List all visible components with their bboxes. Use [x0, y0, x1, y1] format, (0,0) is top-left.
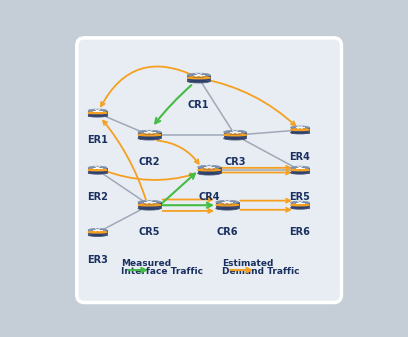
Text: CR2: CR2	[139, 157, 160, 167]
Ellipse shape	[299, 167, 301, 168]
Ellipse shape	[208, 166, 211, 167]
Ellipse shape	[224, 136, 246, 140]
Ellipse shape	[88, 228, 107, 231]
Text: CR3: CR3	[224, 157, 246, 167]
FancyArrowPatch shape	[101, 66, 196, 106]
Text: ER3: ER3	[87, 254, 108, 265]
Text: ER4: ER4	[290, 152, 310, 162]
Bar	[198, 167, 220, 173]
Bar	[138, 132, 161, 138]
Ellipse shape	[138, 136, 161, 140]
Ellipse shape	[290, 201, 309, 204]
FancyArrowPatch shape	[103, 170, 194, 180]
Ellipse shape	[290, 206, 309, 209]
Ellipse shape	[198, 172, 220, 175]
Text: ER1: ER1	[87, 135, 108, 145]
Ellipse shape	[224, 130, 246, 134]
Ellipse shape	[88, 109, 107, 112]
Ellipse shape	[234, 131, 237, 132]
Ellipse shape	[148, 202, 151, 203]
Ellipse shape	[88, 171, 107, 174]
Text: CR5: CR5	[139, 227, 160, 237]
FancyArrowPatch shape	[157, 141, 199, 164]
Text: CR6: CR6	[217, 227, 238, 237]
Ellipse shape	[148, 131, 151, 132]
Ellipse shape	[96, 167, 99, 168]
Text: CR1: CR1	[188, 100, 209, 110]
Ellipse shape	[138, 201, 161, 204]
Text: Estimated: Estimated	[222, 259, 273, 268]
Text: ER2: ER2	[87, 192, 108, 202]
Bar	[290, 167, 309, 173]
Ellipse shape	[290, 131, 309, 134]
Ellipse shape	[299, 202, 301, 203]
Bar	[187, 75, 210, 81]
Ellipse shape	[96, 229, 99, 230]
Ellipse shape	[290, 126, 309, 129]
Bar	[88, 111, 107, 116]
Bar	[138, 202, 161, 208]
Bar	[88, 230, 107, 235]
Text: Demand Traffic: Demand Traffic	[222, 267, 299, 276]
Text: Measured: Measured	[121, 259, 171, 268]
Ellipse shape	[216, 207, 239, 210]
Ellipse shape	[290, 171, 309, 174]
Bar	[290, 203, 309, 208]
FancyBboxPatch shape	[77, 38, 341, 303]
Ellipse shape	[198, 165, 220, 169]
Bar	[88, 167, 107, 173]
Bar	[290, 127, 309, 132]
Ellipse shape	[88, 114, 107, 117]
Bar	[224, 132, 246, 138]
Ellipse shape	[197, 74, 200, 75]
Ellipse shape	[299, 127, 301, 128]
Ellipse shape	[216, 201, 239, 204]
Ellipse shape	[138, 130, 161, 134]
Ellipse shape	[290, 166, 309, 169]
Text: ER6: ER6	[290, 227, 310, 237]
Ellipse shape	[187, 80, 210, 83]
Ellipse shape	[88, 166, 107, 169]
Ellipse shape	[138, 207, 161, 210]
Text: CR4: CR4	[198, 192, 220, 202]
FancyArrowPatch shape	[155, 85, 191, 123]
Text: Interface Traffic: Interface Traffic	[121, 267, 203, 276]
Ellipse shape	[187, 73, 210, 76]
FancyArrowPatch shape	[202, 79, 295, 125]
Bar	[216, 202, 239, 208]
FancyArrowPatch shape	[103, 121, 146, 200]
Ellipse shape	[226, 202, 229, 203]
Ellipse shape	[88, 234, 107, 237]
Text: ER5: ER5	[290, 192, 310, 202]
Ellipse shape	[96, 110, 99, 111]
